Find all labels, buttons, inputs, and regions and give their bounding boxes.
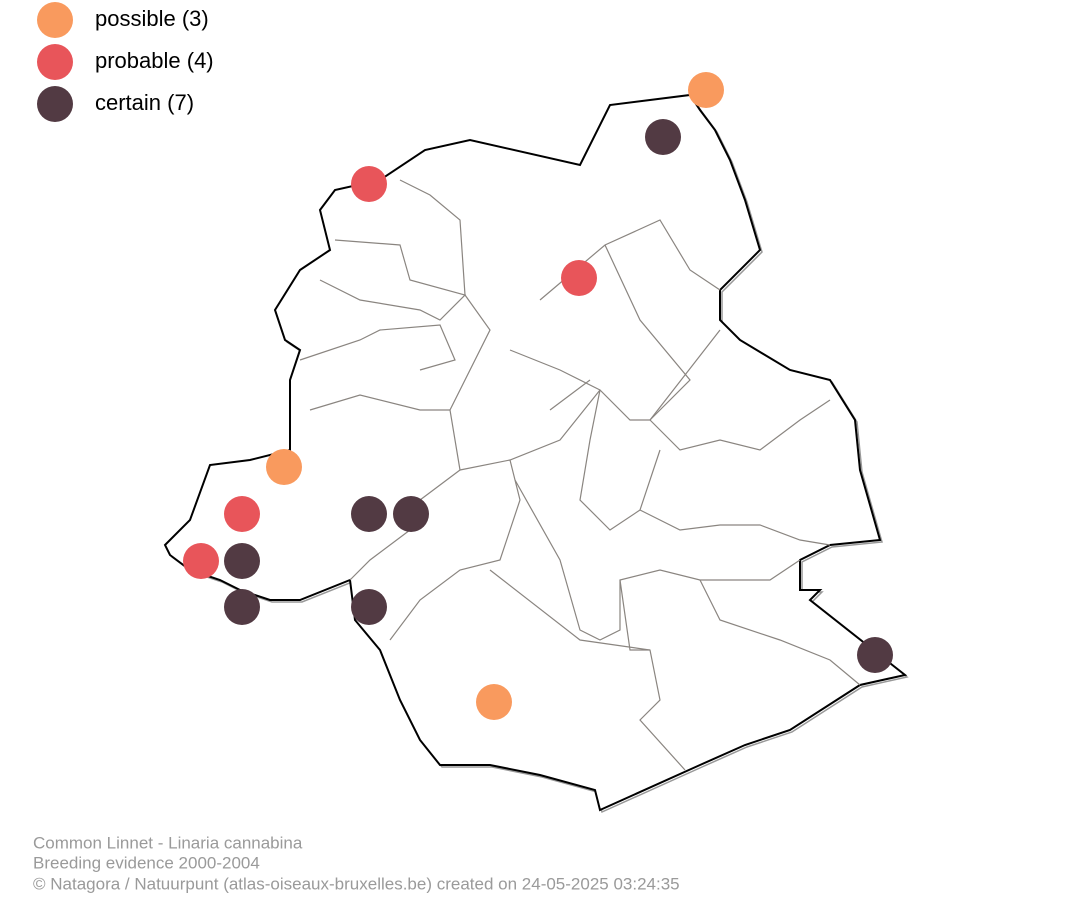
legend-swatch xyxy=(37,44,73,80)
observation-dot xyxy=(351,166,387,202)
observation-dot xyxy=(224,589,260,625)
observation-dot xyxy=(476,684,512,720)
footer: Common Linnet - Linaria cannabina Breedi… xyxy=(33,833,680,893)
observation-dot xyxy=(857,637,893,673)
legend: possible (3) probable (4) certain (7) xyxy=(37,2,214,122)
footer-line: Common Linnet - Linaria cannabina xyxy=(33,833,303,852)
legend-swatch xyxy=(37,86,73,122)
legend-label: certain (7) xyxy=(95,90,194,115)
legend-label: probable (4) xyxy=(95,48,214,73)
footer-line: Breeding evidence 2000-2004 xyxy=(33,853,260,872)
observation-dot xyxy=(645,119,681,155)
observation-dot xyxy=(393,496,429,532)
observation-dot xyxy=(561,260,597,296)
observation-dot xyxy=(183,543,219,579)
legend-label: possible (3) xyxy=(95,6,209,31)
observation-dot xyxy=(266,449,302,485)
region-boundary xyxy=(163,93,908,812)
observation-dot xyxy=(351,496,387,532)
observation-dot xyxy=(224,543,260,579)
footer-line: © Natagora / Natuurpunt (atlas-oiseaux-b… xyxy=(33,874,680,893)
observation-dot xyxy=(688,72,724,108)
observation-dot xyxy=(351,589,387,625)
legend-swatch xyxy=(37,2,73,38)
observation-dot xyxy=(224,496,260,532)
observations xyxy=(183,72,893,720)
